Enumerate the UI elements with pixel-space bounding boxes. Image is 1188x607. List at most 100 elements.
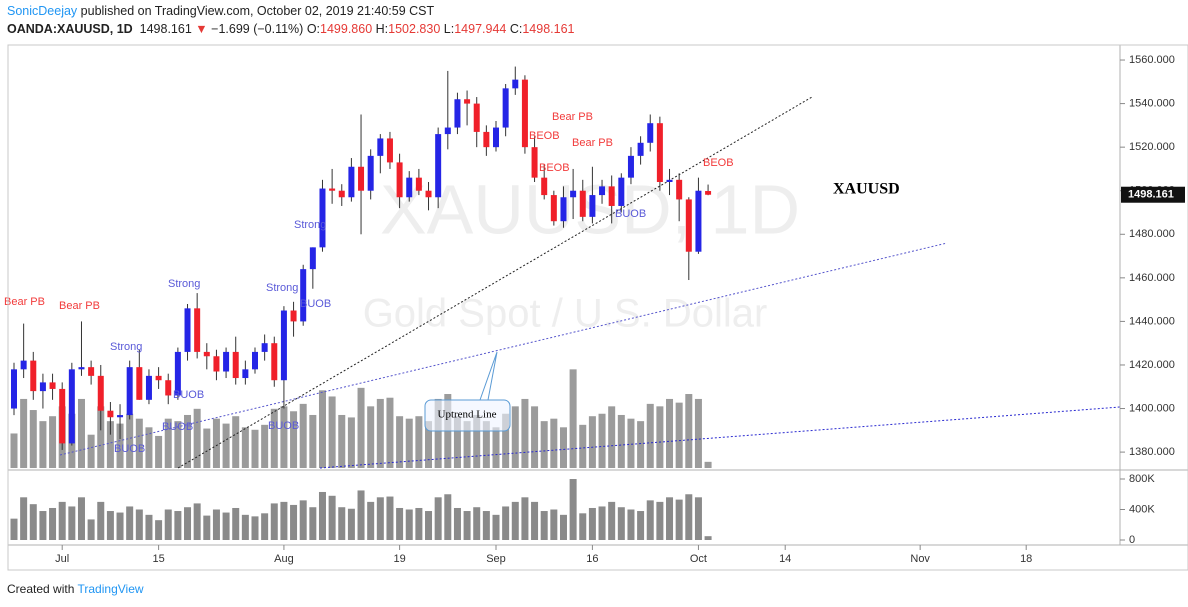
annotation: Bear PB — [59, 300, 100, 312]
volume-bar — [502, 506, 510, 540]
candle-body — [473, 103, 480, 132]
volume-overlay-bar — [425, 421, 433, 468]
volume-bar — [559, 514, 567, 540]
volume-overlay-bar — [569, 369, 577, 468]
c: 1498.161 — [522, 22, 575, 36]
candle-body — [319, 188, 326, 248]
y-tick-label: 1540.000 — [1129, 97, 1175, 109]
volume-bar — [135, 509, 143, 540]
volume-bar — [232, 507, 240, 540]
volume-overlay-bar — [126, 413, 134, 468]
volume-overlay-bar — [299, 403, 307, 468]
annotation: BUOB — [173, 389, 204, 401]
volume-overlay-bar — [347, 417, 355, 468]
y-tick-label: 1520.000 — [1129, 141, 1175, 153]
volume-overlay-bar — [473, 414, 481, 468]
volume-bar — [290, 504, 298, 540]
volume-bar — [482, 511, 490, 540]
y-tick-label: 1400.000 — [1129, 402, 1175, 414]
volume-overlay-bar — [608, 406, 616, 468]
volume-tick-label: 800K — [1129, 473, 1155, 485]
candle-body — [396, 162, 403, 198]
l-label: L: — [443, 22, 455, 36]
candle-body — [454, 99, 461, 128]
candle-body — [20, 360, 27, 370]
published: published on TradingView.com, October 02… — [77, 4, 435, 18]
volume-overlay-bar — [318, 390, 326, 468]
volume-overlay-bar — [656, 406, 664, 468]
volume-bar — [511, 501, 519, 540]
volume-bar — [222, 512, 230, 540]
volume-bar — [521, 497, 529, 540]
h-label: H: — [375, 22, 389, 36]
x-tick-label: Nov — [910, 553, 930, 565]
volume-bar — [367, 501, 375, 540]
candle-body — [627, 155, 634, 178]
ohlc-line: OANDA:XAUUSD, 1D 1498.161 ▼ −1.699 (−0.1… — [7, 22, 574, 36]
candle-body — [599, 186, 606, 196]
volume-overlay-bar — [145, 427, 153, 468]
volume-overlay-bar — [511, 406, 519, 468]
volume-overlay-bar — [502, 413, 510, 468]
volume-bar — [473, 507, 481, 540]
volume-bar — [463, 511, 471, 540]
candle-body — [136, 367, 143, 400]
volume-bar — [203, 515, 211, 540]
author[interactable]: SonicDeejay — [7, 4, 78, 18]
volume-overlay-bar — [559, 427, 567, 468]
annotation: BEOB — [529, 130, 560, 142]
volume-overlay-bar — [20, 398, 28, 468]
volume-overlay-bar — [241, 427, 249, 468]
volume-bar — [646, 500, 654, 540]
candle-body — [117, 415, 124, 418]
volume-tick-label: 0 — [1129, 534, 1135, 546]
volume-overlay-bar — [193, 408, 201, 468]
candle-body — [242, 369, 249, 379]
volume-overlay-bar — [482, 421, 490, 468]
axes: 1380.000 1400.000 1420.000 1440.000 1460.000… — [55, 54, 1185, 565]
volume-tick-label: 400K — [1129, 503, 1155, 515]
annotation: BUOB — [162, 421, 193, 433]
change: −1.699 (−0.11%) — [211, 22, 304, 36]
chart: XAUUSD, 1D Gold Spot / U.S. Dollar Uptre… — [4, 44, 1188, 571]
volume-bar — [270, 503, 278, 540]
annotation: Strong — [266, 282, 298, 294]
volume-bar — [58, 501, 66, 540]
volume-bar — [126, 506, 134, 540]
brand[interactable]: TradingView — [77, 582, 144, 596]
candle-body — [656, 123, 663, 183]
x-tick-label: 15 — [152, 553, 164, 565]
candle-body — [223, 351, 230, 372]
volume-bar — [241, 514, 249, 540]
candle-body — [261, 343, 268, 352]
volume-bar — [453, 507, 461, 540]
volume-bar — [685, 494, 693, 540]
volume-overlay-bar — [328, 396, 336, 468]
volume-overlay-bar — [415, 416, 423, 468]
candle-body — [618, 177, 625, 206]
candle-body — [705, 191, 712, 195]
volume-bar — [579, 513, 587, 540]
annotation: Strong — [168, 278, 200, 290]
candle-body — [280, 310, 287, 381]
volume-bar — [184, 507, 192, 540]
volume-bar — [531, 501, 539, 540]
candle-body — [300, 269, 307, 322]
candle-body — [252, 351, 258, 370]
volume-bar — [212, 509, 220, 540]
volume-bar — [155, 520, 163, 540]
volume-bar — [694, 497, 702, 540]
x-tick-label: 16 — [586, 553, 598, 565]
volume-overlay-bar — [579, 424, 587, 468]
volume-overlay-bar — [261, 424, 269, 468]
c-label: C: — [509, 22, 523, 36]
volume-overlay-bar — [222, 423, 230, 468]
volume-bar — [627, 509, 635, 540]
y-tick-label: 1380.000 — [1129, 446, 1175, 458]
volume-bar — [174, 511, 182, 540]
candle-body — [358, 166, 365, 191]
symbol: OANDA:XAUUSD, 1D — [7, 22, 133, 36]
candle-body — [406, 177, 413, 198]
candle-body — [435, 134, 442, 198]
